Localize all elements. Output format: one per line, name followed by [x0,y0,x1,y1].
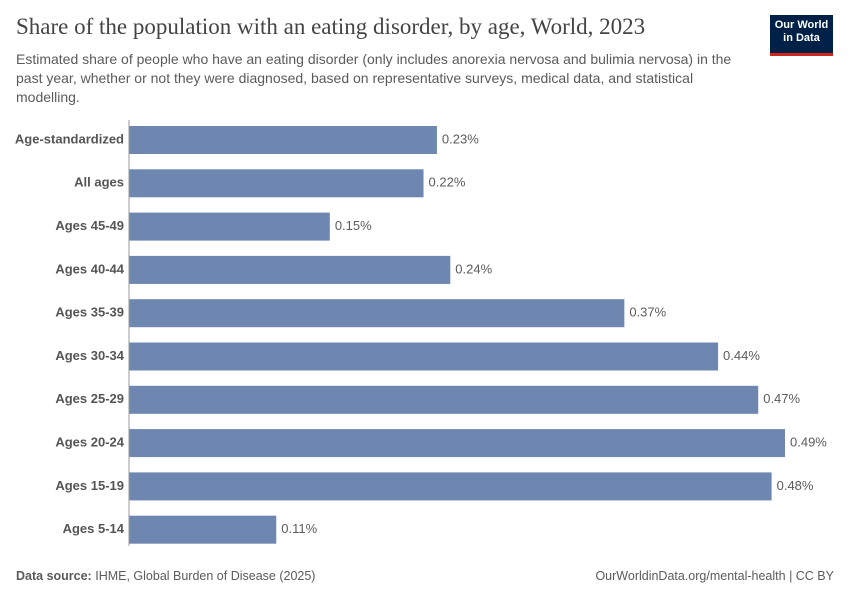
value-label: 0.23% [442,131,479,146]
bar [129,299,625,328]
value-label: 0.22% [429,175,466,190]
chart-subtitle: Estimated share of people who have an ea… [16,51,732,105]
value-label: 0.47% [763,391,800,406]
bar [129,342,719,371]
bar [129,126,437,154]
bar [129,515,277,544]
logo-line: in Data [783,32,820,44]
url[interactable]: OurWorldinData.org/mental-health | CC BY [595,569,834,583]
value-label: 0.24% [455,261,492,276]
category-label: Ages 25-29 [55,391,124,406]
bar [129,169,424,198]
value-label: 0.44% [723,348,760,363]
logo[interactable]: Our World in Data [770,15,833,56]
category-label: Ages 45-49 [55,218,124,233]
bar [129,255,451,284]
category-label: All ages [74,175,124,190]
category-label: Ages 15-19 [55,478,124,493]
category-label: Ages 40-44 [55,261,124,276]
bar [129,429,785,458]
chart-title: Share of the population with an eating d… [16,14,646,39]
value-label: 0.15% [335,218,372,233]
source: Data source: IHME, Global Burden of Dise… [16,569,315,583]
category-label: Ages 35-39 [55,305,124,320]
value-label: 0.48% [777,478,814,493]
category-label: Ages 5-14 [63,521,125,536]
value-label: 0.49% [790,435,827,450]
source-label: Data source: [16,569,92,583]
bar [129,385,759,414]
category-label: Age-standardized [15,131,124,146]
logo-line: Our World [774,19,829,31]
bar [129,212,330,241]
value-label: 0.11% [281,521,317,536]
category-label: Ages 20-24 [55,435,124,450]
bar [129,472,772,501]
value-label: 0.37% [629,305,666,320]
source-text: IHME, Global Burden of Disease (2025) [95,569,316,583]
category-label: Ages 30-34 [55,348,124,363]
